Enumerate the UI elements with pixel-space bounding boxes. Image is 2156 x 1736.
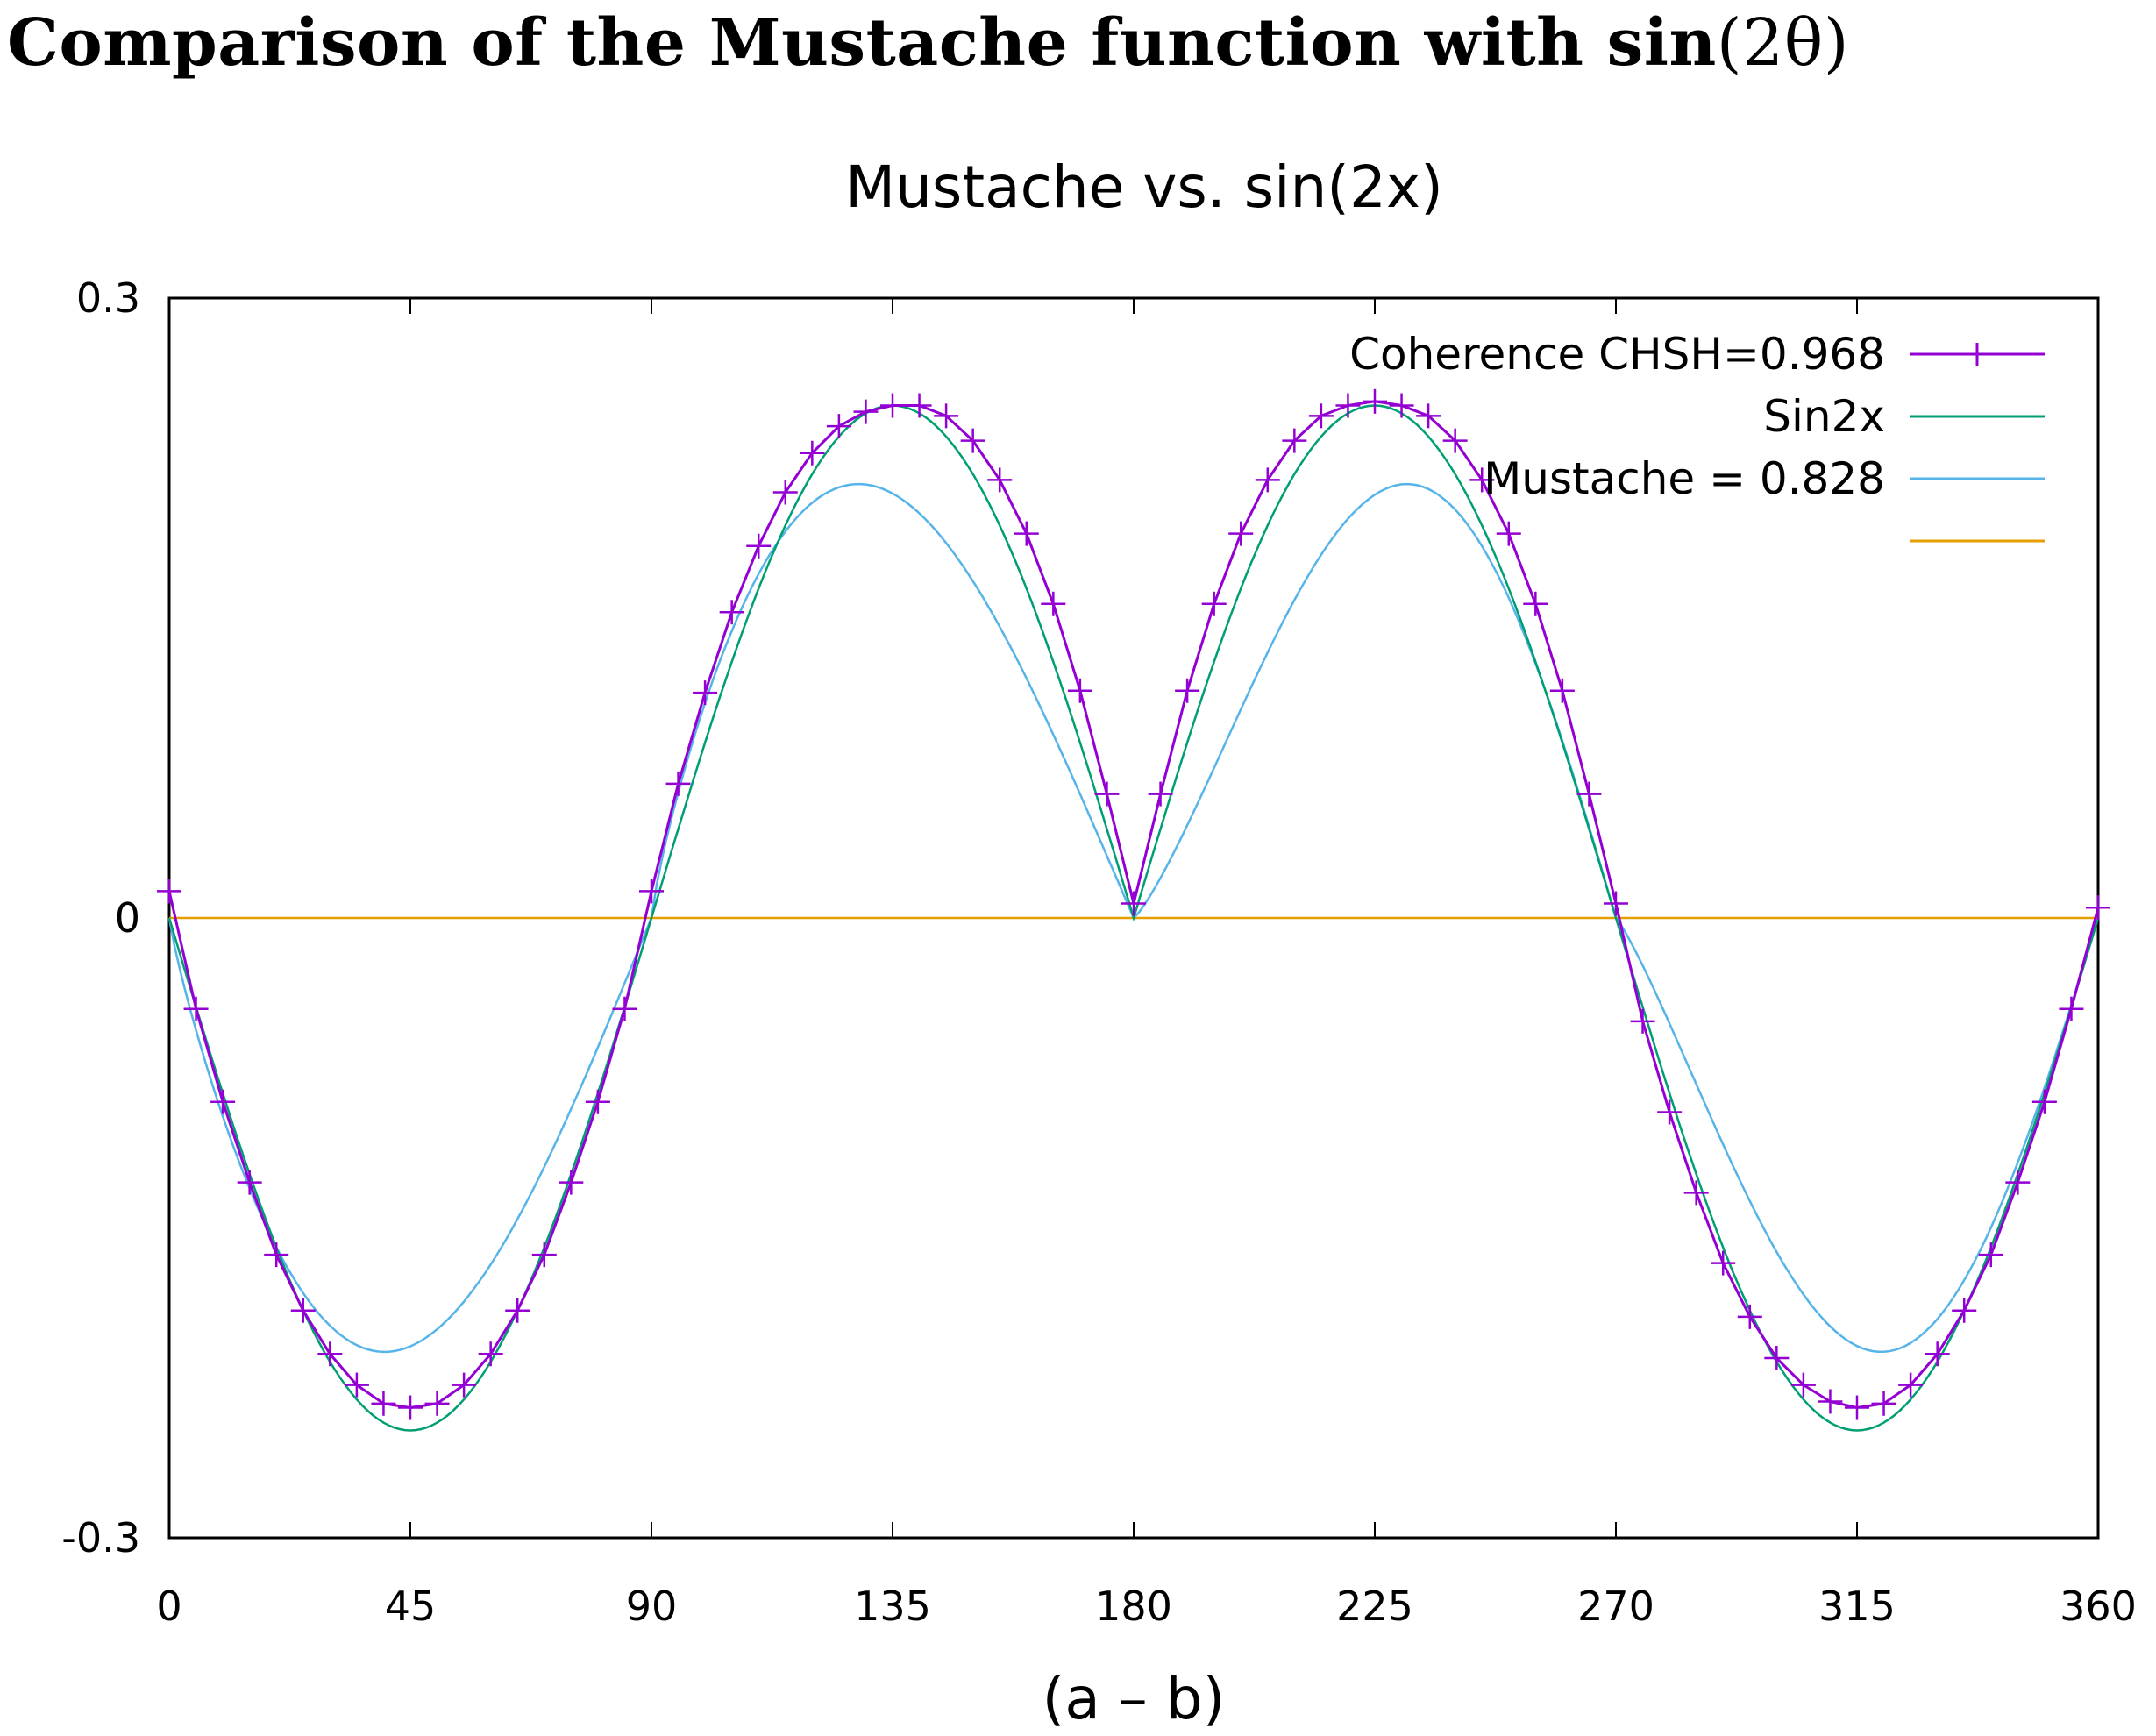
y-tick-label: 0.3 [76, 274, 140, 322]
data-point [264, 1242, 289, 1268]
data-point [1442, 428, 1468, 453]
data-point [1845, 1395, 1869, 1420]
data-point [746, 533, 772, 559]
data-point [960, 428, 985, 453]
data-point [1067, 678, 1092, 703]
data-point [1604, 891, 1628, 916]
x-tick-label: 0 [156, 1583, 181, 1630]
data-point [1014, 521, 1039, 546]
data-point [452, 1372, 477, 1398]
data-point [1121, 891, 1146, 916]
data-point [1496, 521, 1521, 546]
data-point [772, 480, 798, 505]
data-point [183, 996, 209, 1021]
data-point [719, 600, 744, 625]
data-point [371, 1391, 396, 1416]
data-point [1576, 781, 1602, 807]
data-point [1094, 781, 1120, 807]
data-point [1308, 403, 1334, 429]
figure-heading-math: (2θ) [1716, 5, 1850, 81]
legend-label: Coherence CHSH=0.968 [1349, 329, 1885, 380]
data-point [1255, 467, 1280, 493]
data-point [800, 440, 825, 466]
data-point [317, 1341, 343, 1367]
data-point [1978, 1242, 2003, 1268]
y-tick-label: 0 [115, 894, 140, 942]
data-point [559, 1170, 584, 1195]
data-point [1228, 521, 1254, 546]
data-point [1175, 678, 1200, 703]
legend-entry-sin2x: Sin2x [1763, 391, 2045, 442]
x-tick-label: 270 [1577, 1583, 1654, 1630]
data-point [1737, 1304, 1762, 1329]
data-point [826, 414, 851, 439]
x-tick-label: 225 [1336, 1583, 1413, 1630]
data-point [157, 879, 181, 904]
data-point [987, 467, 1013, 493]
data-point [1335, 393, 1361, 418]
data-point [237, 1170, 262, 1195]
data-point [210, 1089, 236, 1114]
x-tick-label: 180 [1095, 1583, 1172, 1630]
chart-title: Mustache vs. sin(2x) [845, 153, 1443, 221]
data-point [1041, 591, 1066, 616]
data-point [1764, 1345, 1790, 1370]
data-point [344, 1372, 369, 1398]
x-tick-label: 45 [385, 1583, 437, 1630]
data-point [1898, 1372, 1924, 1398]
data-point [1818, 1389, 1843, 1414]
data-point [2031, 1089, 2057, 1114]
data-point [612, 996, 637, 1021]
data-point [531, 1242, 557, 1268]
data-point [1148, 781, 1173, 807]
x-tick-label: 90 [626, 1583, 678, 1630]
data-point [424, 1391, 450, 1416]
x-tick-label: 315 [1818, 1583, 1896, 1630]
data-point [639, 879, 664, 904]
legend-label: Sin2x [1763, 391, 1885, 442]
data-point [1549, 678, 1575, 703]
figure-heading: Comparison of the Mustache function with… [7, 5, 1849, 81]
data-point [290, 1298, 316, 1323]
figure-heading-text: Comparison of the Mustache function with… [7, 5, 1717, 81]
data-point [1201, 591, 1227, 616]
legend-entry-coherence-chsh-0-968: Coherence CHSH=0.968 [1349, 329, 2045, 380]
data-point [1523, 591, 1548, 616]
legend: Coherence CHSH=0.968 Sin2x Mustache = 0.82… [1349, 329, 2045, 543]
y-tick-label: -0.3 [61, 1514, 140, 1562]
data-point [505, 1298, 530, 1323]
data-point [1925, 1341, 1950, 1367]
data-point [1363, 388, 1387, 414]
data-point [398, 1395, 423, 1420]
data-point [853, 399, 879, 424]
data-point [1630, 1008, 1655, 1034]
x-axis-label: (a – b) [1042, 1665, 1226, 1732]
data-point [1282, 428, 1307, 453]
data-point [2086, 895, 2110, 921]
legend-label: Mustache = 0.828 [1484, 453, 1885, 504]
data-point [1683, 1180, 1709, 1206]
data-point [585, 1089, 610, 1114]
data-point [1469, 467, 1495, 493]
data-point [1389, 393, 1414, 418]
data-point [665, 771, 691, 796]
data-point [1952, 1298, 1977, 1323]
data-point [2005, 1170, 2031, 1195]
data-point [1657, 1099, 1683, 1125]
data-point [934, 403, 959, 429]
data-point [1416, 403, 1441, 429]
legend-entry-mustache-0-828: Mustache = 0.828 [1484, 453, 2045, 504]
data-point [880, 393, 905, 418]
data-point [2059, 996, 2084, 1021]
data-point [907, 393, 932, 418]
data-point [1871, 1391, 1896, 1416]
x-tick-label: 135 [854, 1583, 931, 1630]
data-point [1790, 1372, 1816, 1398]
x-tick-label: 360 [2060, 1583, 2137, 1630]
data-point [478, 1341, 503, 1367]
data-point [1711, 1250, 1736, 1276]
data-point [693, 680, 718, 706]
